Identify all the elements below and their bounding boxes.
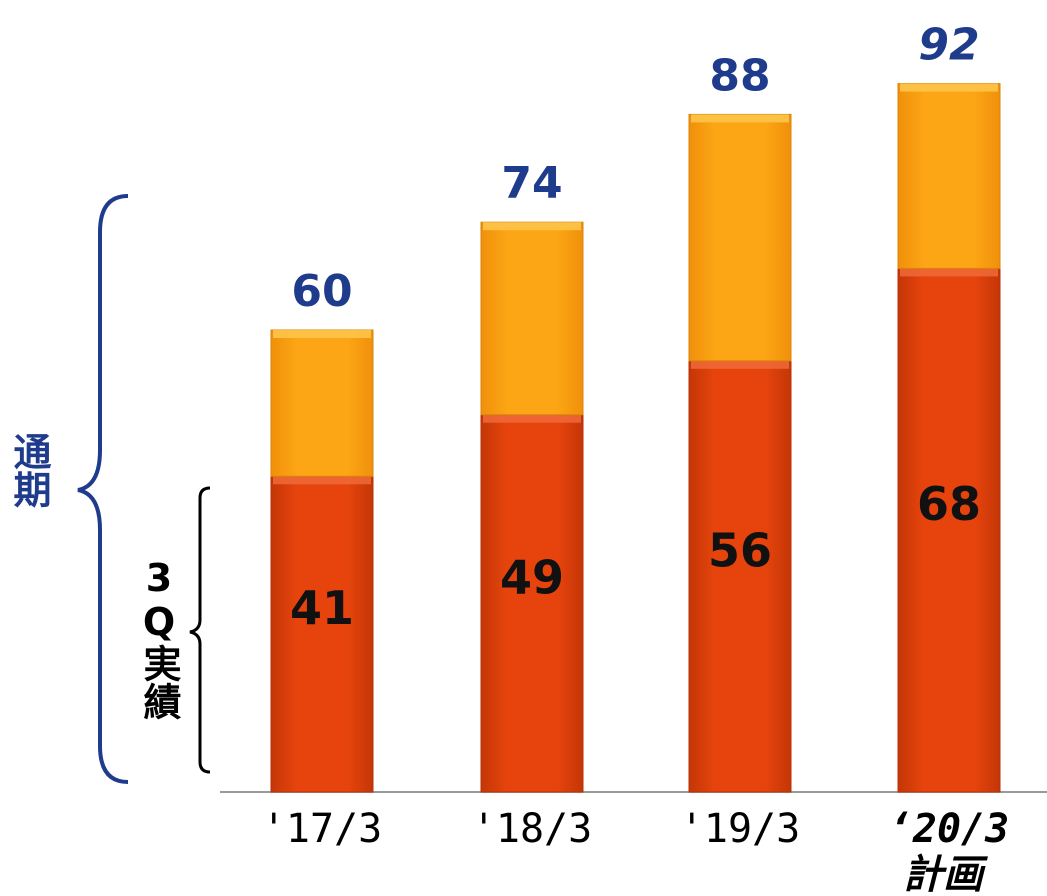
bar-3q-bevel-1 xyxy=(483,414,581,423)
q3-value-label-2: 56 xyxy=(708,523,772,577)
bar-3q-bevel-0 xyxy=(273,476,371,485)
q3-bracket xyxy=(189,486,211,774)
x-tick-label-1: '18/3 xyxy=(472,806,592,852)
bar-3q-3 xyxy=(897,267,1001,793)
bar-full-year-bevel-1 xyxy=(483,222,581,231)
x-tick-label-0: '17/3 xyxy=(262,806,382,852)
bar-3q-0 xyxy=(270,475,374,793)
total-label-0: 60 xyxy=(291,266,352,317)
q3-value-label-0: 41 xyxy=(290,581,354,635)
bar-full-year-1 xyxy=(480,221,584,416)
bar-full-year-2 xyxy=(688,113,792,362)
q3-value-label-3: 68 xyxy=(917,477,981,531)
bar-full-year-3 xyxy=(897,83,1001,269)
bar-full-year-bevel-2 xyxy=(691,114,789,123)
total-label-1: 74 xyxy=(501,158,562,209)
x-tick-label-2: '19/3 xyxy=(680,806,800,852)
x-tick-label-3: ‘20/3 xyxy=(889,806,1009,852)
q3-label-text: 実績 xyxy=(137,644,181,720)
bar-3q-2 xyxy=(688,360,792,793)
full-year-brace xyxy=(77,194,129,784)
bar-full-year-bevel-0 xyxy=(273,330,371,338)
bar-3q-1 xyxy=(480,414,584,793)
bar-full-year-bevel-3 xyxy=(900,83,998,92)
q3-label-q: Q xyxy=(137,600,181,644)
x-tick-note-3: 計画 xyxy=(903,852,988,896)
total-label-3: 92 xyxy=(918,20,979,71)
q3-value-label-1: 49 xyxy=(500,550,564,604)
bar-3q-bevel-3 xyxy=(900,268,998,277)
full-year-label: 通期 xyxy=(7,432,51,508)
bar-3q-bevel-2 xyxy=(691,360,789,369)
total-label-2: 88 xyxy=(709,50,770,101)
q3-results-label: 3Q実績 xyxy=(134,556,181,720)
q3-label-number: 3 xyxy=(137,556,181,600)
bar-full-year-0 xyxy=(270,329,374,477)
